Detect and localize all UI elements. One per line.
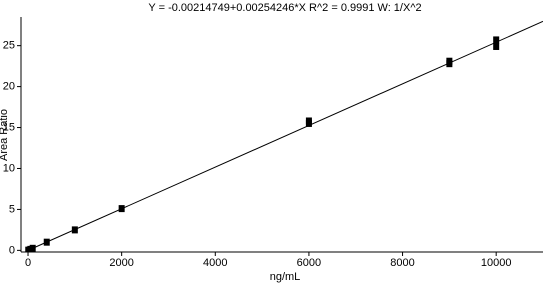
fit-line [27, 20, 543, 251]
data-point [493, 36, 500, 44]
y-tick-label: 0 [9, 244, 15, 256]
y-tick-label: 25 [3, 40, 15, 52]
x-tick-label: 2000 [109, 257, 133, 269]
y-axis-label: Area Ratio [0, 109, 10, 161]
y-tick-label: 20 [3, 81, 15, 93]
data-point [305, 117, 312, 125]
plot-area [25, 20, 543, 252]
y-tick-label: 5 [9, 203, 15, 215]
x-tick-label: 4000 [203, 257, 227, 269]
y-tick-label: 15 [3, 121, 15, 133]
data-point [493, 42, 500, 50]
y-tick-label: 10 [3, 162, 15, 174]
x-tick-label: 10000 [481, 257, 512, 269]
x-tick-label: 8000 [390, 257, 414, 269]
x-axis-label: ng/mL [270, 271, 301, 283]
x-tick-label: 0 [25, 257, 31, 269]
data-point [446, 57, 453, 65]
chart-title: Y = -0.00214749+0.00254246*X R^2 = 0.999… [148, 2, 421, 14]
x-tick-label: 6000 [297, 257, 321, 269]
